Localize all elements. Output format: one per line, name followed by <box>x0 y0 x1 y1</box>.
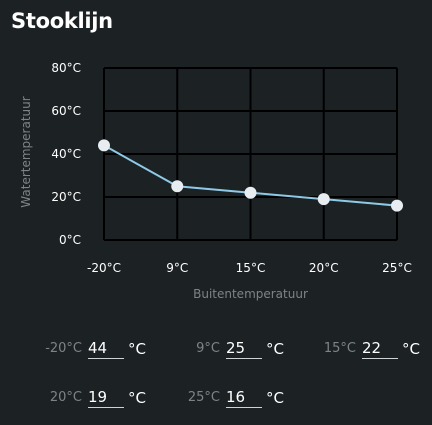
unit-label: °C <box>128 389 146 407</box>
data-point <box>317 193 330 206</box>
unit-label: °C <box>128 340 146 358</box>
field-label: 9°C <box>196 341 220 356</box>
x-tick-label: 9°C <box>166 261 188 275</box>
water-temp-input-minus20[interactable] <box>88 338 124 359</box>
page-title: Stooklijn <box>11 9 113 33</box>
data-point <box>244 186 257 199</box>
water-temp-input-25[interactable] <box>226 387 262 408</box>
water-temp-input-20[interactable] <box>88 387 124 408</box>
unit-label: °C <box>266 340 284 358</box>
y-tick-label: 0°C <box>59 233 81 247</box>
data-point <box>98 139 110 152</box>
heating-curve-chart: 0°C 20°C 40°C 60°C 80°C -20°C 9°C 15°C 20°C 25°C B… <box>19 61 412 301</box>
field-label: -20°C <box>45 341 82 356</box>
x-axis-label: Buitentemperatuur <box>193 287 308 301</box>
field-25: 25°C °C <box>180 384 284 408</box>
data-point <box>171 180 184 193</box>
field-minus20: -20°C °C <box>42 335 146 359</box>
water-temp-input-15[interactable] <box>362 338 398 359</box>
y-axis-label: Watertemperatuur <box>19 96 33 207</box>
curve-inputs-row-2: 20°C °C 25°C °C <box>0 384 432 408</box>
x-tick-label: 15°C <box>236 261 266 275</box>
unit-label: °C <box>402 340 420 358</box>
field-label: 20°C <box>49 390 82 405</box>
unit-label: °C <box>266 389 284 407</box>
y-tick-label: 80°C <box>51 61 81 75</box>
data-point <box>391 199 403 212</box>
water-temp-input-9[interactable] <box>226 338 262 359</box>
field-15: 15°C °C <box>316 335 420 359</box>
x-tick-label: 25°C <box>382 261 412 275</box>
field-label: 25°C <box>187 390 220 405</box>
x-tick-label: -20°C <box>87 261 121 275</box>
y-tick-label: 60°C <box>51 104 81 118</box>
y-tick-label: 40°C <box>51 147 81 161</box>
field-label: 15°C <box>323 341 356 356</box>
field-9: 9°C °C <box>180 335 284 359</box>
y-tick-label: 20°C <box>51 190 81 204</box>
curve-inputs-row-1: -20°C °C 9°C °C 15°C °C <box>0 335 432 359</box>
field-20: 20°C °C <box>42 384 146 408</box>
x-tick-label: 20°C <box>309 261 339 275</box>
